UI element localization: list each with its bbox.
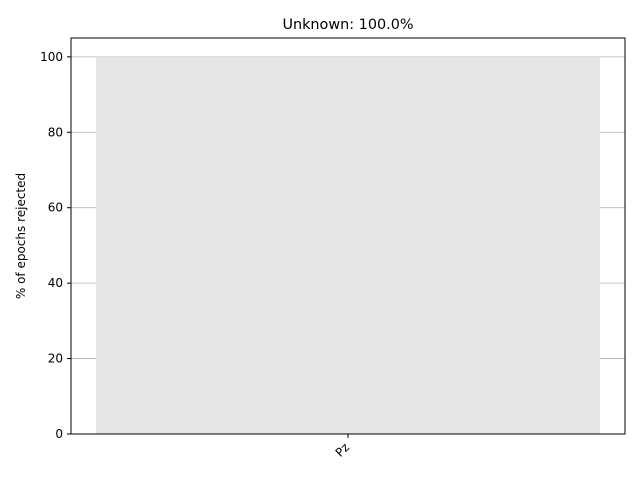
y-tick-label-80: 80 xyxy=(48,125,63,139)
bar-Pz xyxy=(96,56,600,434)
y-axis-label: % of epochs rejected xyxy=(14,173,28,299)
x-tick-label-Pz: Pz xyxy=(333,440,352,459)
bars xyxy=(96,56,600,434)
y-tick-label-100: 100 xyxy=(40,50,63,64)
chart-title: Unknown: 100.0% xyxy=(282,17,413,33)
y-tick-label-60: 60 xyxy=(48,201,63,215)
y-tick-label-20: 20 xyxy=(48,352,63,366)
y-tick-label-40: 40 xyxy=(48,276,63,290)
y-tick-label-0: 0 xyxy=(55,427,63,441)
